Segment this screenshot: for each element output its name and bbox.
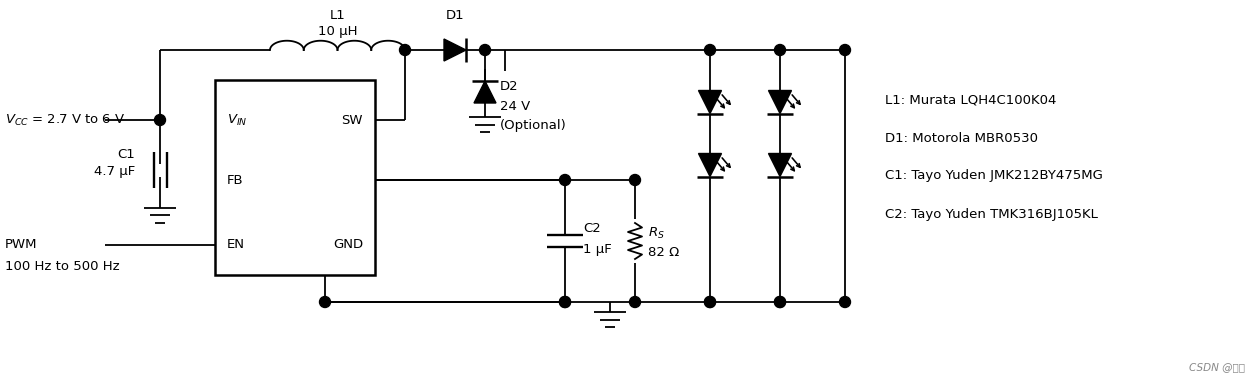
Text: L1: L1 (329, 9, 346, 22)
Text: $V_{IN}$: $V_{IN}$ (228, 112, 248, 128)
Circle shape (840, 296, 851, 307)
Circle shape (559, 296, 571, 307)
Text: C1: C1 (117, 149, 134, 162)
Text: SW: SW (342, 114, 363, 127)
Text: CSDN @易板: CSDN @易板 (1189, 362, 1244, 372)
Text: D1: D1 (446, 9, 464, 22)
Text: GND: GND (333, 239, 363, 252)
Circle shape (559, 296, 571, 307)
Text: C2: C2 (583, 223, 601, 236)
Text: 82 Ω: 82 Ω (649, 247, 679, 260)
Text: D1: Motorola MBR0530: D1: Motorola MBR0530 (885, 131, 1038, 144)
Polygon shape (699, 90, 722, 114)
Text: $R_S$: $R_S$ (649, 225, 665, 241)
Circle shape (559, 174, 571, 185)
Text: 4.7 μF: 4.7 μF (94, 166, 134, 179)
Circle shape (319, 296, 331, 307)
Circle shape (774, 44, 786, 55)
Text: EN: EN (228, 239, 245, 252)
Text: D2: D2 (500, 81, 519, 93)
Polygon shape (699, 154, 722, 176)
Circle shape (840, 44, 851, 55)
Text: FB: FB (228, 174, 244, 187)
Text: 10 μH: 10 μH (318, 25, 357, 38)
Text: C1: Tayo Yuden JMK212BY475MG: C1: Tayo Yuden JMK212BY475MG (885, 169, 1102, 182)
Circle shape (479, 44, 490, 55)
Text: PWM: PWM (5, 239, 38, 252)
Circle shape (704, 296, 715, 307)
Circle shape (630, 296, 641, 307)
FancyBboxPatch shape (215, 80, 375, 275)
Text: L1: Murata LQH4C100K04: L1: Murata LQH4C100K04 (885, 93, 1056, 106)
Circle shape (630, 174, 641, 185)
Circle shape (704, 296, 715, 307)
Circle shape (774, 296, 786, 307)
Text: $V_{CC}$ = 2.7 V to 6 V: $V_{CC}$ = 2.7 V to 6 V (5, 112, 126, 128)
Text: (Optional): (Optional) (500, 119, 567, 131)
Polygon shape (768, 90, 792, 114)
Polygon shape (768, 154, 792, 176)
Text: 24 V: 24 V (500, 100, 530, 114)
Text: 100 Hz to 500 Hz: 100 Hz to 500 Hz (5, 261, 119, 274)
Circle shape (400, 44, 411, 55)
Polygon shape (444, 39, 466, 61)
Polygon shape (474, 81, 497, 103)
Circle shape (774, 296, 786, 307)
Text: C2: Tayo Yuden TMK316BJ105KL: C2: Tayo Yuden TMK316BJ105KL (885, 207, 1097, 220)
Circle shape (155, 114, 166, 125)
Text: 1 μF: 1 μF (583, 242, 612, 255)
Circle shape (704, 44, 715, 55)
